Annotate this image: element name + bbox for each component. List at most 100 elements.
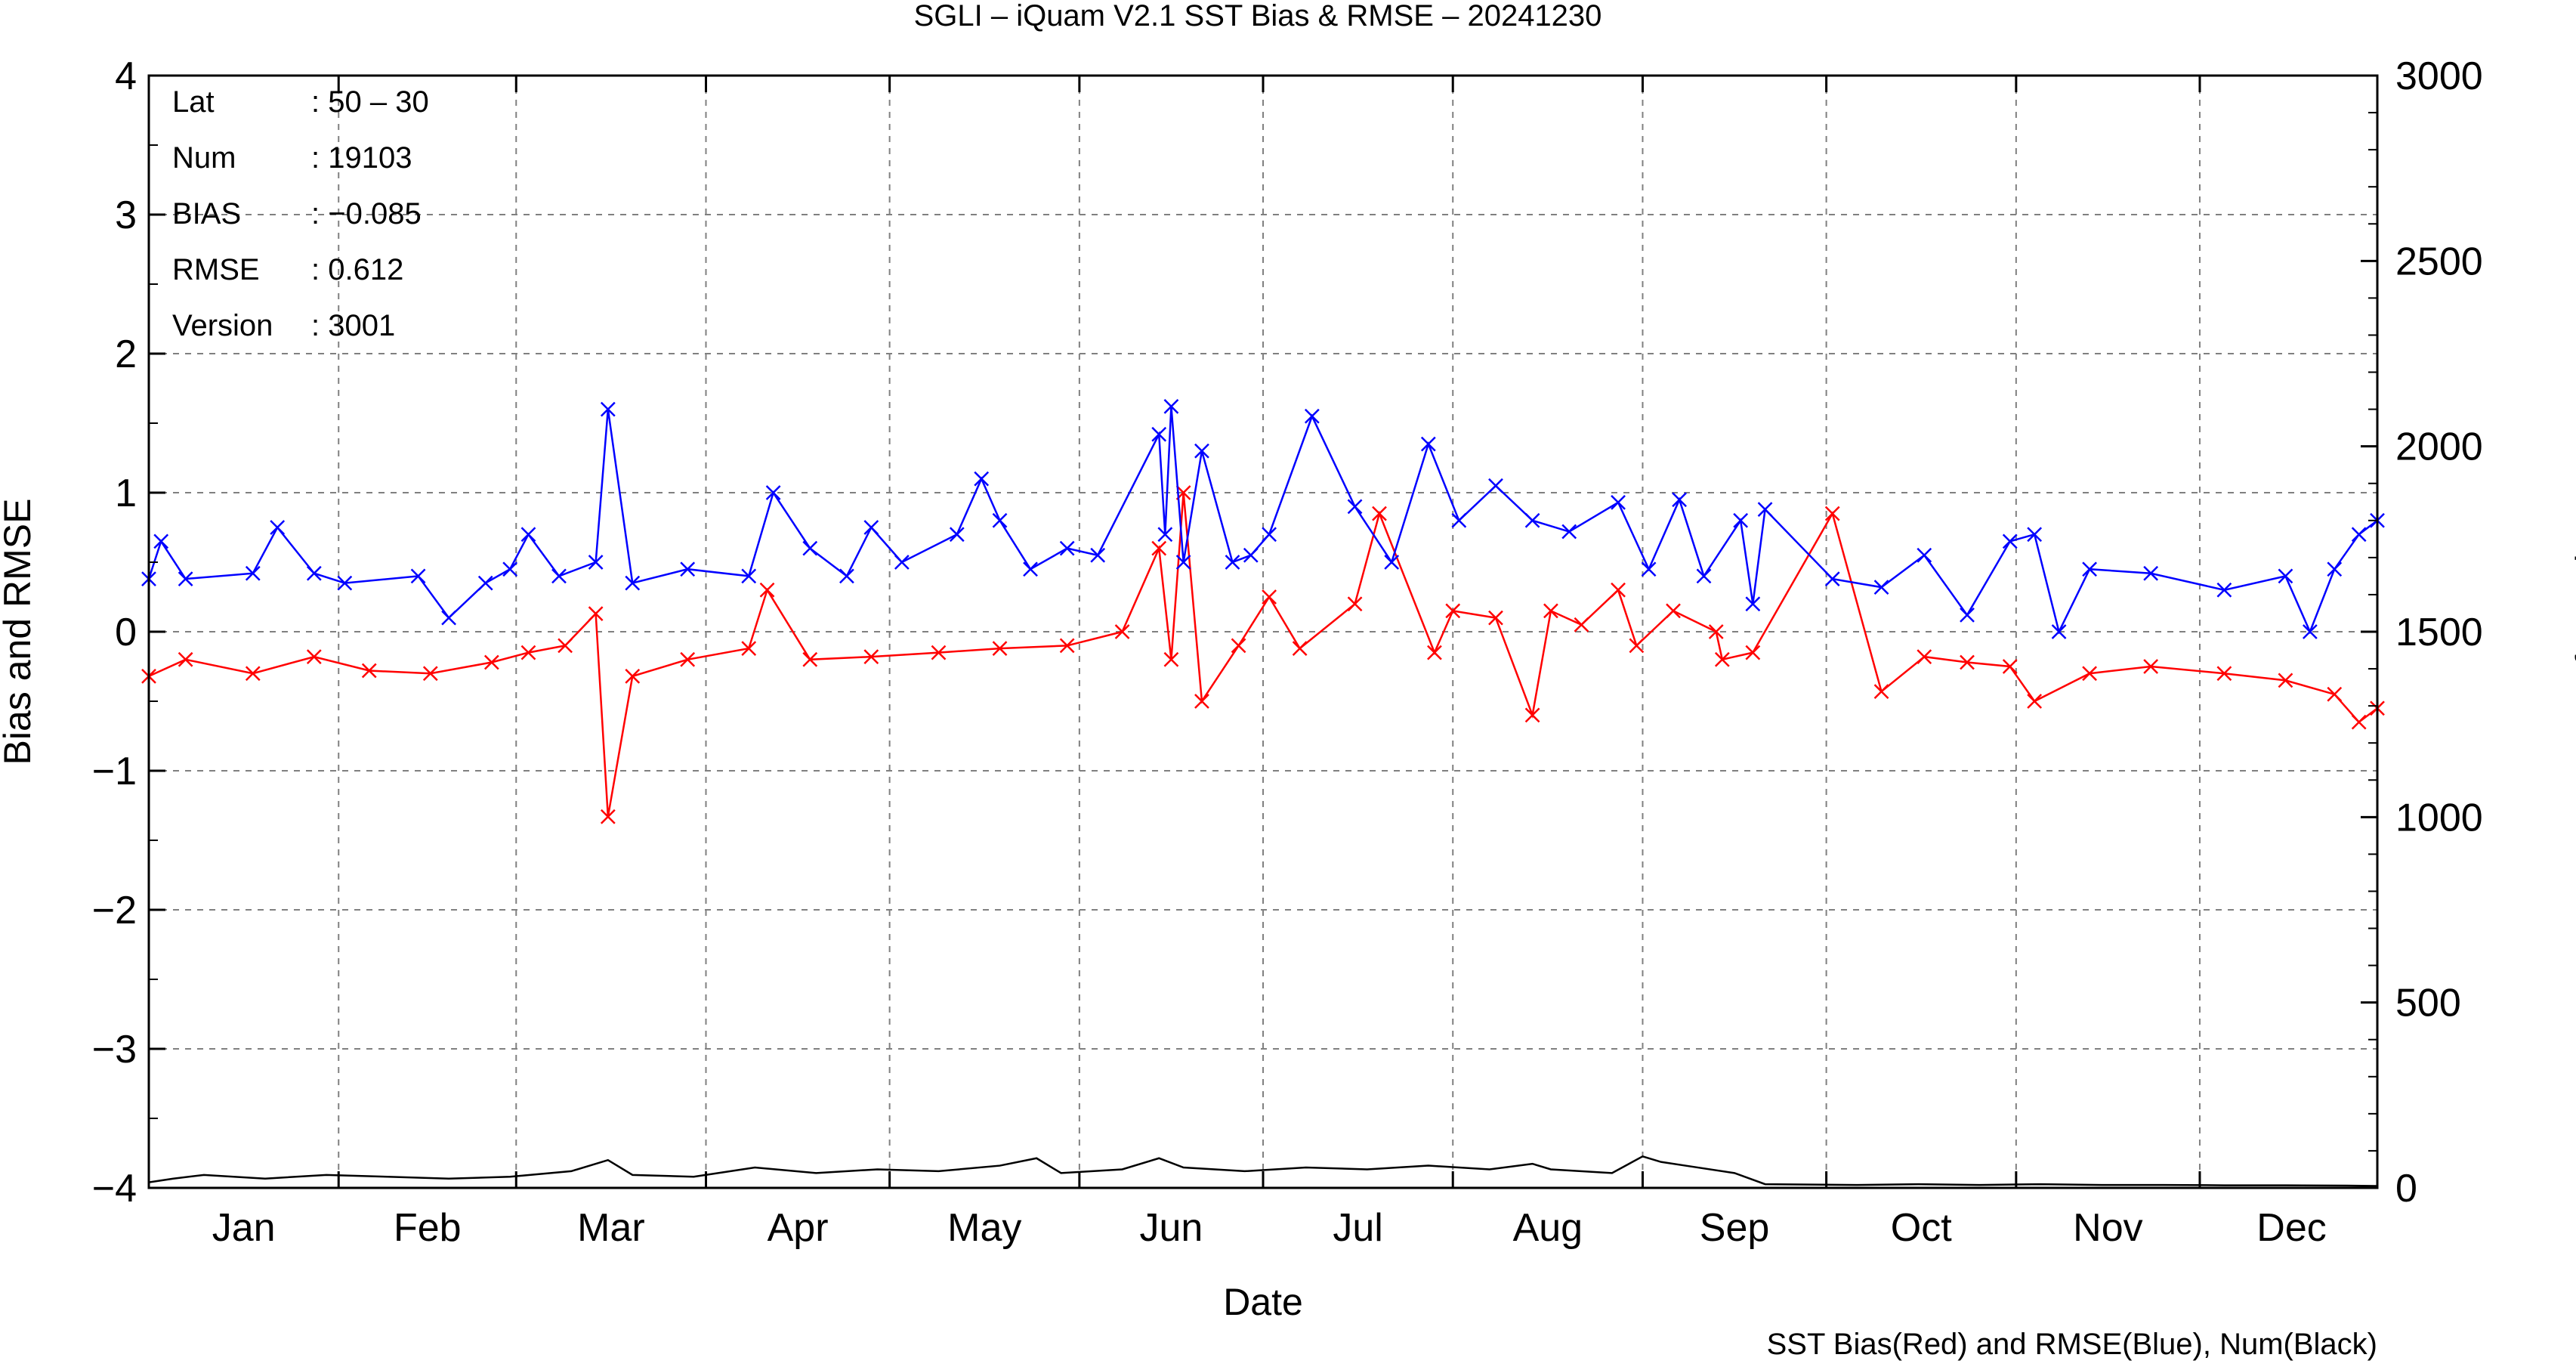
stats-panel: Lat : 50 – 30 Num : 19103 BIAS : −0.085 … <box>172 85 429 342</box>
data-point-marker <box>1114 624 1130 639</box>
data-point-marker <box>1347 596 1363 612</box>
stat-rmse-label: RMSE <box>172 253 260 286</box>
x-month-label: Sep <box>1700 1206 1770 1250</box>
legend-caption: SST Bias(Red) and RMSE(Blue), Num(Black) <box>1767 1328 2377 1361</box>
data-point-marker <box>1917 547 1932 563</box>
data-point-marker <box>759 582 775 598</box>
data-point-marker <box>1372 506 1387 521</box>
data-point-marker <box>178 651 193 667</box>
data-point-marker <box>894 555 910 570</box>
data-point-marker <box>625 575 641 591</box>
data-point-marker <box>422 666 438 682</box>
y-tick-label: 1 <box>115 472 137 515</box>
y2-tick-label: 0 <box>2395 1167 2417 1211</box>
data-point-marker <box>765 485 781 500</box>
data-point-marker <box>1960 654 1975 670</box>
grid-lines <box>149 76 2377 1188</box>
data-point-marker <box>1427 645 1442 660</box>
data-point-marker <box>2278 673 2293 688</box>
data-point-marker <box>1641 561 1657 577</box>
y-tick-label: −1 <box>92 750 137 793</box>
data-point-marker <box>2027 527 2043 543</box>
data-point-marker <box>1714 651 1730 667</box>
data-point-marker <box>1059 540 1075 556</box>
data-point-marker <box>558 638 573 654</box>
data-point-marker <box>1023 561 1038 577</box>
data-point-marker <box>863 649 879 665</box>
y2-tick-label: 1500 <box>2395 611 2483 654</box>
data-point-marker <box>1231 638 1246 654</box>
data-point-marker <box>588 606 604 621</box>
data-point-marker <box>1733 512 1749 528</box>
data-point-marker <box>245 666 261 682</box>
data-point-marker <box>1445 603 1461 619</box>
stat-rmse-value: : 0.612 <box>311 253 403 286</box>
data-point-marker <box>1225 555 1240 570</box>
y-axis-label: Bias and RMSE <box>0 499 39 765</box>
data-point-marker <box>802 540 818 556</box>
y-tick-label: −3 <box>92 1028 137 1072</box>
x-tick-labels: Jan Feb Mar Apr May Jun Jul Aug Sep Oct Nov Dec <box>212 1206 2327 1250</box>
data-point-marker <box>1194 694 1209 709</box>
stat-bias-value: : −0.085 <box>311 197 422 230</box>
data-point-marker <box>1672 492 1687 508</box>
data-point-marker <box>992 512 1008 528</box>
data-point-marker <box>1824 506 1840 521</box>
y2-tick-label: 1000 <box>2395 796 2483 840</box>
data-point-marker <box>153 533 169 549</box>
series-layer <box>141 399 2385 1187</box>
data-point-marker <box>680 651 696 667</box>
data-point-marker <box>2302 624 2318 639</box>
data-point-marker <box>741 641 757 656</box>
y2-tick-label: 2000 <box>2395 425 2483 469</box>
data-point-marker <box>1488 478 1503 493</box>
data-point-marker <box>992 641 1008 656</box>
data-point-marker <box>1488 610 1503 626</box>
data-point-marker <box>1151 426 1167 442</box>
data-point-marker <box>2351 714 2367 730</box>
y2-tick-label: 3000 <box>2395 54 2483 98</box>
data-point-marker <box>502 561 518 577</box>
stat-num-label: Num <box>172 141 236 175</box>
data-point-marker <box>1611 494 1626 510</box>
data-point-marker <box>2278 568 2293 584</box>
data-point-marker <box>974 471 990 487</box>
data-point-marker <box>2082 561 2097 577</box>
data-point-marker <box>2051 624 2067 639</box>
data-point-marker <box>2002 533 2018 549</box>
data-point-marker <box>1917 649 1932 665</box>
y-tick-labels: 4 3 2 1 0 −1 −2 −3 −4 <box>92 54 137 1211</box>
data-point-marker <box>741 568 757 584</box>
y-tick-label: −2 <box>92 889 137 932</box>
data-point-marker <box>520 527 536 543</box>
data-point-marker <box>551 568 567 584</box>
data-point-marker <box>245 565 261 581</box>
data-point-marker <box>1757 502 1773 517</box>
data-point-marker <box>839 568 854 584</box>
data-point-marker <box>1873 580 1889 595</box>
data-point-marker <box>1696 568 1712 584</box>
x-month-label: Jun <box>1140 1206 1203 1250</box>
data-point-marker <box>2027 694 2043 709</box>
data-point-marker <box>441 610 456 626</box>
data-point-marker <box>1611 582 1626 598</box>
data-point-marker <box>1163 651 1179 667</box>
data-point-marker <box>2216 666 2232 682</box>
data-point-marker <box>1194 443 1209 459</box>
x-axis-label: Date <box>1223 1281 1303 1323</box>
data-point-marker <box>1090 547 1106 563</box>
x-month-label: Nov <box>2073 1206 2142 1250</box>
data-point-marker <box>863 520 879 535</box>
data-point-marker <box>600 809 616 824</box>
data-point-marker <box>2002 659 2018 674</box>
data-point-marker <box>931 645 947 660</box>
y-tick-label: −4 <box>92 1167 137 1211</box>
y-tick-label: 2 <box>115 332 137 376</box>
data-point-marker <box>410 568 426 584</box>
data-point-marker <box>2351 527 2367 543</box>
data-point-marker <box>2082 666 2097 682</box>
data-point-marker <box>1262 527 1277 543</box>
data-point-marker <box>2143 659 2159 674</box>
data-point-marker <box>1629 638 1645 654</box>
x-month-label: Aug <box>1513 1206 1583 1250</box>
